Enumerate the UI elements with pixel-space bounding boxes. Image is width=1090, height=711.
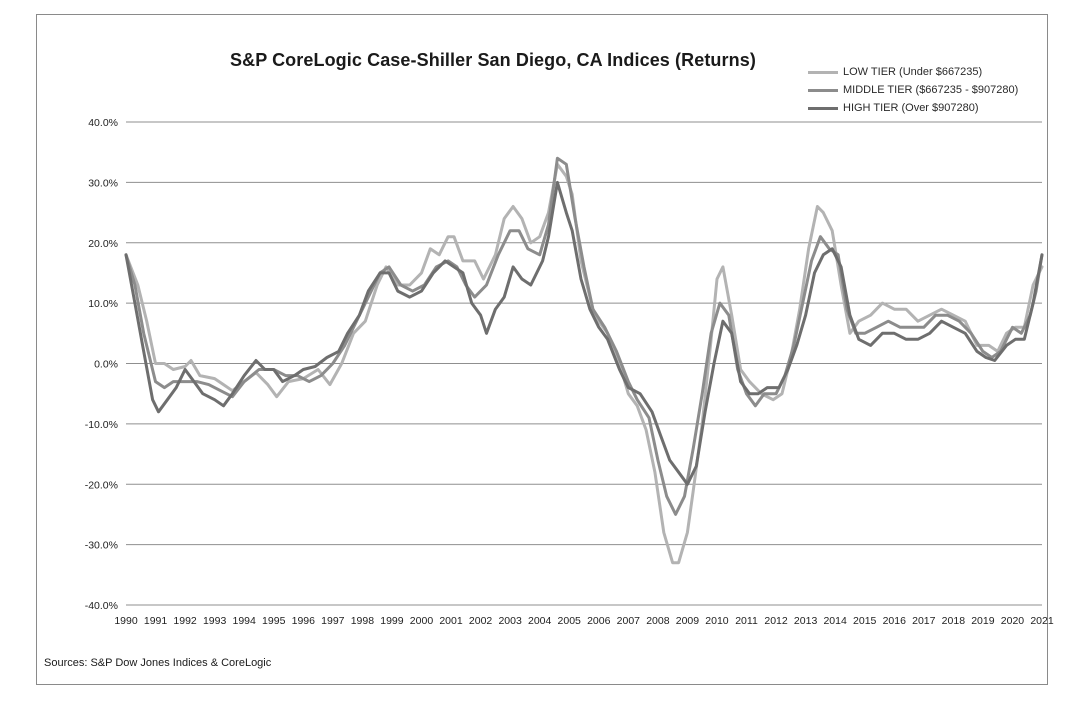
- x-tick-label: 1998: [351, 615, 375, 627]
- x-tick-label: 2007: [617, 615, 641, 627]
- x-tick-label: 1993: [203, 615, 227, 627]
- y-tick-label: 40.0%: [88, 117, 118, 129]
- y-tick-label: 10.0%: [88, 298, 118, 310]
- legend-item-high-tier: HIGH TIER (Over $907280): [808, 99, 1018, 117]
- chart-legend: LOW TIER (Under $667235) MIDDLE TIER ($6…: [808, 63, 1018, 117]
- x-tick-label: 2008: [646, 615, 670, 627]
- legend-label-low-tier: LOW TIER (Under $667235): [843, 66, 983, 78]
- legend-label-middle-tier: MIDDLE TIER ($667235 - $907280): [843, 84, 1019, 96]
- x-tick-label: 2003: [498, 615, 522, 627]
- x-tick-label: 1997: [321, 615, 345, 627]
- legend-item-middle-tier: MIDDLE TIER ($667235 - $907280): [808, 81, 1018, 99]
- series-line-high-tier: [124, 180, 1044, 486]
- legend-swatch-low-tier: [808, 70, 838, 74]
- series-line-low-tier: [124, 162, 1044, 565]
- x-tick-label: 1992: [173, 615, 197, 627]
- x-tick-label: 2001: [439, 615, 463, 627]
- source-note: Sources: S&P Dow Jones Indices & CoreLog…: [44, 657, 272, 669]
- x-tick-label: 1995: [262, 615, 286, 627]
- x-tick-label: 2019: [971, 615, 995, 627]
- x-tick-label: 2020: [1001, 615, 1025, 627]
- chart-title: S&P CoreLogic Case-Shiller San Diego, CA…: [230, 50, 756, 70]
- x-tick-label: 2010: [705, 615, 729, 627]
- x-tick-label: 2021: [1030, 615, 1054, 627]
- y-tick-label: 30.0%: [88, 177, 118, 189]
- x-tick-label: 2000: [410, 615, 434, 627]
- x-tick-label: 1996: [292, 615, 316, 627]
- y-tick-label: 0.0%: [94, 359, 118, 371]
- x-tick-label: 2013: [794, 615, 818, 627]
- x-tick-label: 1999: [380, 615, 404, 627]
- series-line-middle-tier: [124, 156, 1044, 516]
- x-tick-label: 2017: [912, 615, 936, 627]
- x-tick-label: 1991: [144, 615, 168, 627]
- x-tick-label: 2006: [587, 615, 611, 627]
- x-tick-label: 2004: [528, 615, 552, 627]
- x-tick-label: 2016: [883, 615, 907, 627]
- y-tick-label: -40.0%: [85, 600, 118, 612]
- x-tick-label: 2011: [735, 615, 758, 627]
- x-tick-label: 2015: [853, 615, 877, 627]
- x-tick-label: 2009: [676, 615, 700, 627]
- x-tick-label: 2014: [823, 615, 847, 627]
- x-tick-label: 2012: [764, 615, 788, 627]
- x-tick-label: 2005: [558, 615, 582, 627]
- x-tick-label: 1994: [233, 615, 257, 627]
- legend-label-high-tier: HIGH TIER (Over $907280): [843, 102, 979, 114]
- y-tick-label: -20.0%: [85, 479, 118, 491]
- x-tick-label: 1990: [114, 615, 138, 627]
- legend-swatch-middle-tier: [808, 88, 838, 92]
- x-tick-label: 2018: [942, 615, 966, 627]
- y-tick-label: -10.0%: [85, 419, 118, 431]
- legend-item-low-tier: LOW TIER (Under $667235): [808, 63, 1018, 81]
- x-tick-label: 2002: [469, 615, 493, 627]
- y-tick-label: 20.0%: [88, 238, 118, 250]
- chart-frame: [36, 14, 1048, 685]
- y-tick-label: -30.0%: [85, 540, 118, 552]
- legend-swatch-high-tier: [808, 106, 838, 110]
